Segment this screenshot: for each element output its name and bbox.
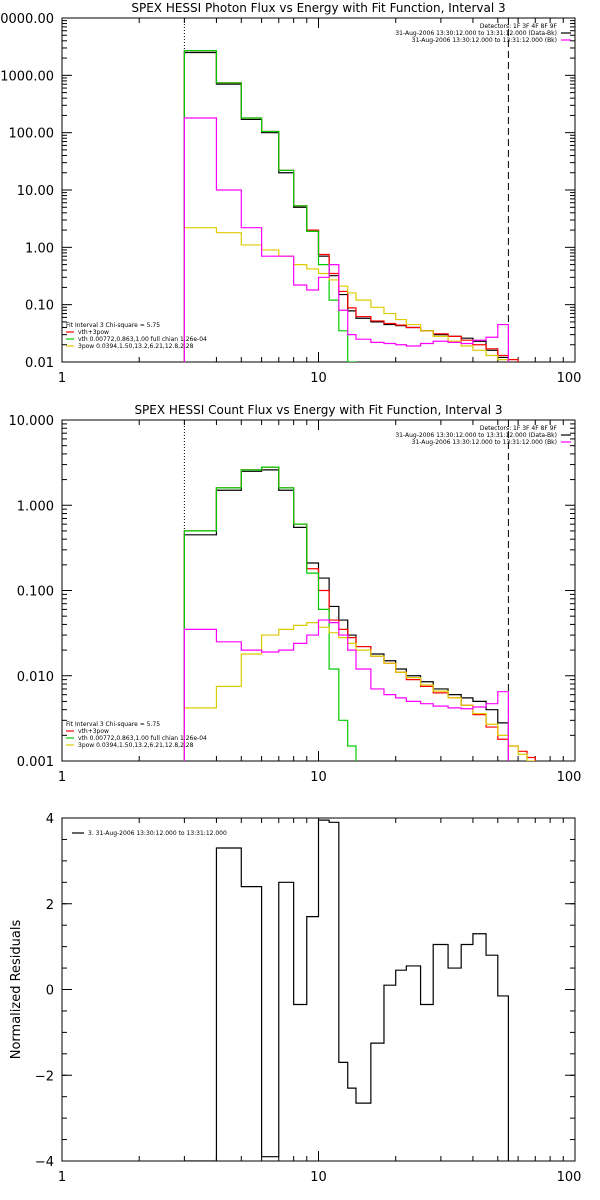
chart-panel-1: SPEX HESSI Photon Flux vs Energy with Fi… xyxy=(0,1,581,386)
series-line-1 xyxy=(183,51,509,362)
legend-entry-text: 3. 31-Aug-2006 13:30:12.000 to 13:31:12.… xyxy=(88,830,227,837)
series-line-5 xyxy=(183,619,509,761)
legend-entry-text: 31-Aug-2006 13:30:12.000 to 13:31:12.000… xyxy=(395,30,557,37)
y-tick-label: 1.00 xyxy=(25,241,54,256)
y-tick-label: 10.000 xyxy=(9,414,55,429)
legend-entry-text: 31-Aug-2006 13:30:12.000 to 13:31:12.000… xyxy=(412,439,557,446)
x-tick-label: 10 xyxy=(310,371,327,386)
x-tick-label: 10 xyxy=(310,1170,327,1185)
fit-legend-entry-text: vth+3pow xyxy=(78,728,109,735)
fit-legend-entry-text: 3pow 0.0394,1.50,13.2,6.21,12.8,2.28 xyxy=(78,742,194,749)
series-line-1 xyxy=(183,469,509,761)
y-tick-label: 1.000 xyxy=(17,499,54,514)
x-tick-label: 1 xyxy=(58,371,66,386)
x-tick-label: 10 xyxy=(310,770,327,785)
x-tick-label: 100 xyxy=(557,1170,582,1185)
legend-header: Detectors: 1F 3F 4F 8F 9F xyxy=(480,23,558,30)
x-tick-label: 100 xyxy=(557,371,582,386)
series-line-4 xyxy=(183,227,536,362)
y-tick-label: 100.00 xyxy=(9,127,55,142)
legend-header: Detectors: 1F 3F 4F 8F 9F xyxy=(480,425,558,432)
series-line-5 xyxy=(183,117,509,362)
y-tick-label: 0.010 xyxy=(17,670,54,685)
legend-entry-text: 31-Aug-2006 13:30:12.000 to 13:31:12.000… xyxy=(395,432,557,439)
series-line-3 xyxy=(183,50,372,362)
fit-legend-entry-text: vth+3pow xyxy=(78,329,109,336)
y-tick-label: −4 xyxy=(35,1155,54,1170)
y-tick-label: −2 xyxy=(35,1069,54,1084)
y-tick-label: 1000.00 xyxy=(0,69,54,84)
y-tick-label: 0.100 xyxy=(17,585,54,600)
y-axis-label: Normalized Residuals xyxy=(9,920,24,1060)
fit-legend-entry-text: 3pow 0.0394,1.50,13.2,6.21,12.8,2.28 xyxy=(78,343,194,350)
fit-legend-entry-text: vth 0.00772,0.863,1.00 full chian 1.26e-… xyxy=(78,735,207,742)
y-tick-label: 10.00 xyxy=(17,184,54,199)
series-line-2 xyxy=(183,50,536,362)
x-tick-label: 1 xyxy=(58,1170,66,1185)
series-line-1 xyxy=(184,819,509,1161)
chart-title: SPEX HESSI Count Flux vs Energy with Fit… xyxy=(134,403,502,417)
chart-title: SPEX HESSI Photon Flux vs Energy with Fi… xyxy=(131,1,505,15)
y-tick-label: 2 xyxy=(46,898,54,913)
y-tick-label: 0.001 xyxy=(17,755,54,770)
y-tick-label: 0.01 xyxy=(25,356,54,371)
y-tick-label: 10000.00 xyxy=(0,12,54,27)
chart-panel-3: 1 10 100 −4 −2 0 2 4 Normalized Residuals 3. 31-A… xyxy=(9,812,581,1185)
series-line-2 xyxy=(183,466,536,761)
y-tick-label: 4 xyxy=(46,812,54,827)
series-line-3 xyxy=(183,466,372,761)
plot-frame xyxy=(61,17,576,363)
y-tick-label: 0.10 xyxy=(25,299,54,314)
chart-panel-2: SPEX HESSI Count Flux vs Energy with Fit… xyxy=(9,403,582,785)
fit-legend-header: Fit Interval 3 Chi-square = 5.75 xyxy=(66,322,160,329)
fit-legend-header: Fit Interval 3 Chi-square = 5.75 xyxy=(66,721,160,728)
legend-entry-text: 31-Aug-2006 13:30:12.000 to 13:31:12.000… xyxy=(412,37,557,44)
y-tick-label: 0 xyxy=(46,984,54,999)
fit-legend-entry-text: vth 0.00772,0.863,1.00 full chian 1.26e-… xyxy=(78,336,207,343)
x-tick-label: 1 xyxy=(58,770,66,785)
x-tick-label: 100 xyxy=(557,770,582,785)
series-line-4 xyxy=(183,622,536,761)
